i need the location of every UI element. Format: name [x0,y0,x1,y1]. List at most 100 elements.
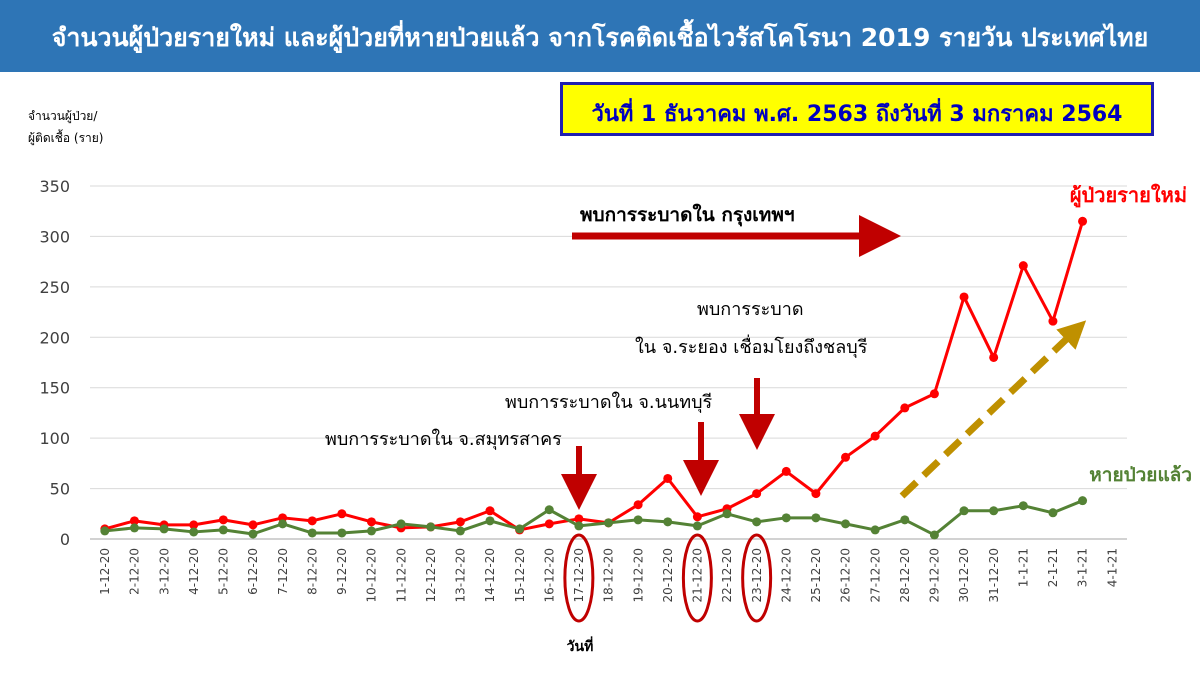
data-point-recovered [485,516,495,526]
x-tick-label: 8-12-20 [305,548,319,595]
data-point-new-cases [900,403,910,413]
data-point-recovered [633,515,643,525]
data-point-recovered [278,519,288,529]
annotation-layer: ผู้ป่วยรายใหม่หายป่วยแล้ว พบการระบาดใน กร… [325,183,1192,623]
data-point-recovered [218,525,228,535]
x-tick-label: 30-12-20 [957,548,971,602]
y-axis-label: จำนวนผู้ป่วย/ [28,109,98,124]
data-point-recovered [663,517,673,527]
x-tick-label: 2-1-21 [1046,548,1060,587]
data-point-new-cases [248,520,258,530]
x-tick-label: 15-12-20 [513,548,527,602]
x-tick-label: 29-12-20 [928,548,942,602]
series-label-new-cases: ผู้ป่วยรายใหม่ [1070,183,1187,209]
data-point-recovered [722,509,732,519]
x-tick-label: 24-12-20 [779,548,793,602]
data-point-new-cases [811,489,821,499]
data-point-new-cases [366,517,376,527]
x-tick-label: 7-12-20 [276,548,290,595]
x-tick-label: 4-1-21 [1105,548,1119,587]
data-point-recovered [515,524,525,534]
data-point-new-cases [841,452,851,462]
data-point-recovered [870,525,880,535]
series-label-recovered: หายป่วยแล้ว [1089,464,1192,486]
x-axis-label: วันที่ [567,636,594,655]
x-tick-label: 3-1-21 [1076,548,1090,587]
x-tick-label: 10-12-20 [365,548,379,602]
annotation-rayong-line2: ใน จ.ระยอง เชื่อมโยงถึงชลบุรี [635,334,868,358]
annotation-bangkok: พบการระบาดใน กรุงเทพฯ [580,203,795,227]
y-tick-label: 200 [39,328,70,347]
highlight-circle [681,533,713,623]
data-point-recovered [841,519,851,529]
data-point-recovered [426,522,436,532]
data-point-recovered [189,527,199,537]
x-tick-label: 9-12-20 [335,548,349,595]
data-point-recovered [929,530,939,540]
x-tick-label: 17-12-20 [572,548,586,602]
y-tick-label: 100 [39,429,70,448]
data-point-recovered [307,528,317,538]
data-point-new-cases [129,516,139,526]
data-point-new-cases [781,466,791,476]
data-point-new-cases [1078,216,1088,226]
data-point-recovered [574,521,584,531]
trend-arrow [899,320,1087,499]
data-point-recovered [337,528,347,538]
x-tick-label: 14-12-20 [483,548,497,602]
x-tick-label: 26-12-20 [839,548,853,602]
data-point-recovered [900,515,910,525]
x-tick-label: 23-12-20 [750,548,764,602]
x-tick-label: 18-12-20 [602,548,616,602]
data-point-new-cases [574,514,584,524]
data-point-new-cases [870,431,880,441]
data-point-recovered [692,521,702,531]
data-point-new-cases [307,516,317,526]
x-tick-label: 28-12-20 [898,548,912,602]
data-point-recovered [1048,508,1058,518]
data-point-recovered [1018,501,1028,511]
data-point-new-cases [929,389,939,399]
x-tick-label: 21-12-20 [691,548,705,602]
data-point-new-cases [1018,261,1028,271]
annotation-samut-sakhon: พบการระบาดใน จ.สมุทรสาคร [325,428,562,450]
data-point-new-cases [663,473,673,483]
x-tick-label: 3-12-20 [157,548,171,595]
data-point-new-cases [218,515,228,525]
data-point-recovered [248,529,258,539]
y-tick-label: 0 [60,530,70,549]
x-tick-label: 25-12-20 [809,548,823,602]
annotation-rayong-line1: พบการระบาด [697,299,804,320]
annotation-nonthaburi: พบการระบาดใน จ.นนทบุรี [505,391,713,413]
y-axis-label: ผู้ติดเชื้อ (ราย) [28,129,103,146]
grid-layer [90,185,1127,540]
data-point-recovered [159,524,169,534]
title-banner: จำนวนผู้ป่วยรายใหม่ และผู้ป่วยที่หายป่วย… [0,0,1200,72]
data-point-recovered [989,506,999,516]
highlight-circle [563,533,595,623]
data-point-new-cases [989,352,999,362]
x-tick-label: 1-12-20 [98,548,112,595]
y-tick-label: 350 [39,177,70,196]
data-point-new-cases [337,509,347,519]
y-tick-label: 300 [39,227,70,246]
data-point-recovered [781,513,791,523]
data-point-recovered [100,526,110,536]
series-line-new-cases [104,220,1084,532]
data-point-recovered [811,513,821,523]
highlight-circle [741,533,773,623]
series-line-recovered [104,499,1084,537]
data-point-new-cases [455,517,465,527]
data-point-recovered [544,505,554,515]
data-point-recovered [604,518,613,528]
x-tick-label: 11-12-20 [394,548,408,602]
x-tick-label: 2-12-20 [128,548,142,595]
x-tick-label: 6-12-20 [246,548,260,595]
x-tick-label: 31-12-20 [987,548,1001,602]
data-point-new-cases [544,519,554,529]
x-tick-label: 22-12-20 [720,548,734,602]
y-tick-label: 150 [39,379,70,398]
x-tick-label: 1-1-21 [1017,548,1031,587]
data-point-recovered [366,526,376,536]
